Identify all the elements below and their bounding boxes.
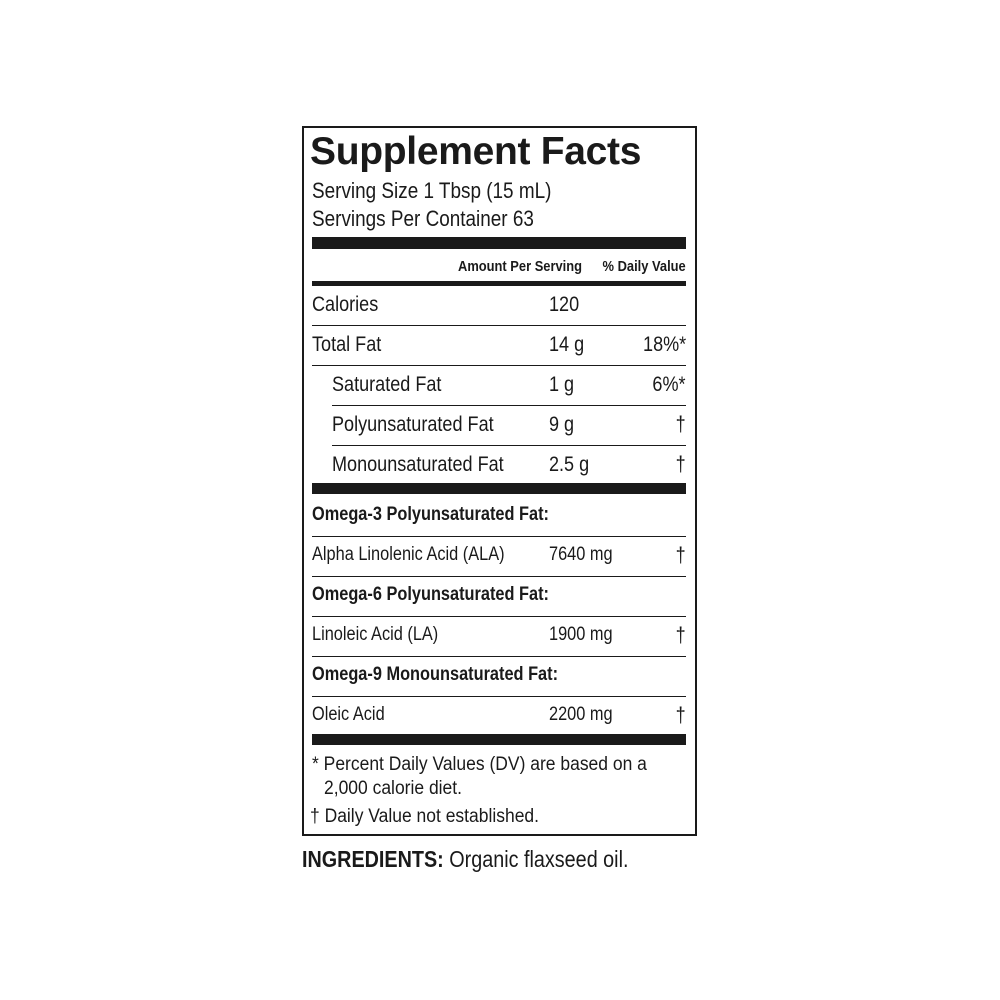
nutrient-amount: 1 g — [549, 373, 575, 396]
nutrient-name: Saturated Fat — [332, 373, 442, 396]
group-header-row: Omega-9 Monounsaturated Fat: — [312, 656, 686, 697]
nutrient-dv: 6%* — [652, 373, 686, 396]
thick-divider — [312, 734, 686, 745]
thick-divider — [312, 237, 686, 249]
nutrient-dv: † — [675, 704, 686, 727]
nutrient-row: Saturated Fat 1 g 6%* — [332, 365, 686, 406]
nutrient-name: Alpha Linolenic Acid (ALA) — [312, 544, 505, 565]
footnote-dv-cont: 2,000 calorie diet. — [324, 778, 474, 800]
nutrient-row: Calories 120 — [312, 285, 686, 326]
nutrient-name: Total Fat — [312, 333, 382, 356]
footnote-dv-line2: 2,000 calorie diet. — [324, 778, 462, 799]
nutrient-amount: 1900 mg — [549, 624, 613, 645]
amount-per-serving-label: Amount Per Serving — [458, 258, 583, 275]
footnote-dv-line1: * Percent Daily Values (DV) are based on… — [312, 754, 647, 775]
ingredients-text: Organic flaxseed oil. — [443, 846, 629, 872]
serving-size-text: Serving Size 1 Tbsp (15 mL) — [312, 178, 552, 203]
nutrient-amount: 9 g — [549, 413, 575, 436]
ingredients-label: INGREDIENTS: — [302, 846, 444, 872]
nutrient-dv: † — [675, 413, 686, 436]
thick-divider — [312, 483, 686, 494]
nutrient-row: Alpha Linolenic Acid (ALA) 7640 mg † — [312, 536, 686, 577]
servings-per-container: Servings Per Container 63 — [312, 206, 570, 232]
column-header: Amount Per Serving % Daily Value — [312, 258, 686, 278]
daily-value-label: % Daily Value — [602, 258, 686, 275]
nutrient-name: Polyunsaturated Fat — [332, 413, 494, 436]
nutrient-amount: 7640 mg — [549, 544, 613, 565]
footnote-not-established: † Daily Value not established. — [310, 806, 559, 828]
group-name: Omega-3 Polyunsaturated Fat: — [312, 504, 549, 525]
group-header-row: Omega-3 Polyunsaturated Fat: — [312, 496, 686, 537]
nutrient-name: Linoleic Acid (LA) — [312, 624, 439, 645]
group-header-row: Omega-6 Polyunsaturated Fat: — [312, 576, 686, 617]
nutrient-row: Polyunsaturated Fat 9 g † — [332, 405, 686, 446]
nutrient-amount: 120 — [549, 293, 580, 316]
nutrient-row: Monounsaturated Fat 2.5 g † — [332, 445, 686, 485]
nutrient-amount: 2200 mg — [549, 704, 613, 725]
supplement-facts-panel: Supplement Facts Serving Size 1 Tbsp (15… — [302, 126, 697, 836]
group-name: Omega-6 Polyunsaturated Fat: — [312, 584, 549, 605]
nutrient-name: Monounsaturated Fat — [332, 453, 504, 476]
serving-size: Serving Size 1 Tbsp (15 mL) — [312, 178, 590, 204]
ingredients: INGREDIENTS: Organic flaxseed oil. — [302, 846, 682, 873]
nutrient-dv: † — [675, 624, 686, 647]
servings-per-container-text: Servings Per Container 63 — [312, 206, 534, 231]
nutrient-dv: † — [675, 453, 686, 476]
medium-divider — [312, 281, 686, 286]
nutrient-row: Oleic Acid 2200 mg † — [312, 696, 686, 736]
footnote-not-established-text: † Daily Value not established. — [310, 806, 540, 827]
footnote-dv: * Percent Daily Values (DV) are based on… — [312, 754, 676, 776]
nutrient-dv: † — [675, 544, 686, 567]
nutrient-row: Total Fat 14 g 18%* — [312, 325, 686, 366]
group-name: Omega-9 Monounsaturated Fat: — [312, 664, 559, 685]
nutrient-amount: 14 g — [549, 333, 585, 356]
nutrient-name: Calories — [312, 293, 379, 316]
panel-title: Supplement Facts — [310, 130, 642, 173]
nutrient-row: Linoleic Acid (LA) 1900 mg † — [312, 616, 686, 657]
nutrient-name: Oleic Acid — [312, 704, 385, 725]
nutrient-amount: 2.5 g — [549, 453, 590, 476]
nutrient-dv: 18%* — [642, 333, 686, 356]
